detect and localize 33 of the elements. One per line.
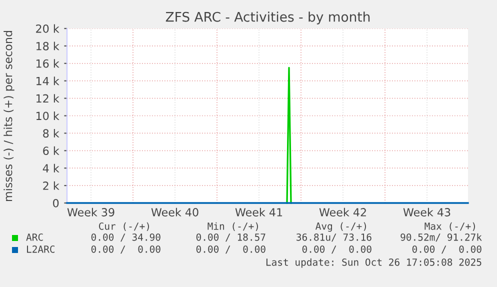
y-tick-label: 6 k xyxy=(43,146,60,156)
text: 0.00 / 0.00 xyxy=(196,245,266,254)
y-tick-label: 16 k xyxy=(36,59,60,68)
x-tick-label: Week 39 xyxy=(67,208,114,216)
x-tick-label: Week 42 xyxy=(319,208,366,216)
y-tick-label: 10 k xyxy=(36,112,60,120)
y-tick-label: 18 k xyxy=(36,42,60,50)
x-tick-label: Week 43 xyxy=(403,208,450,216)
legend-label: L2ARC xyxy=(27,245,55,253)
y-tick-label: 14 k xyxy=(36,76,60,86)
text: 0.00 / 34.90 xyxy=(91,233,160,242)
y-tick-label: 20 k xyxy=(36,24,60,33)
text: Max (-/+) xyxy=(424,222,475,231)
y-tick-label: 12 k xyxy=(36,94,60,103)
chart-title: ZFS ARC - Activities - by month xyxy=(166,12,370,24)
text: 0.00 / 0.00 xyxy=(302,245,372,254)
text: Last update: Sun Oct 26 17:05:08 2025 xyxy=(266,258,482,268)
y-tick-label: 2 k xyxy=(43,181,60,190)
text: 0.00 / 0.00 xyxy=(91,245,160,254)
text: 36.81u/ 73.16 xyxy=(296,233,372,242)
y-tick-label: 0 xyxy=(53,198,59,208)
text: 90.52m/ 91.27k xyxy=(400,233,482,242)
text: Cur (-/+) xyxy=(98,222,149,231)
x-tick-label: Week 41 xyxy=(235,208,282,216)
text: 0.00 / 0.00 xyxy=(412,245,482,254)
y-tick-label: 8 k xyxy=(43,128,60,138)
legend-label: ARC xyxy=(26,233,43,241)
text: 0.00 / 18.57 xyxy=(196,233,266,242)
text: Avg (-/+) xyxy=(316,222,366,232)
y-axis-title: misses (-) / hits (+) per second xyxy=(4,30,14,202)
x-tick-label: Week 40 xyxy=(151,208,198,216)
y-tick-label: 4 k xyxy=(42,164,60,172)
text: Min (-/+) xyxy=(208,222,258,231)
